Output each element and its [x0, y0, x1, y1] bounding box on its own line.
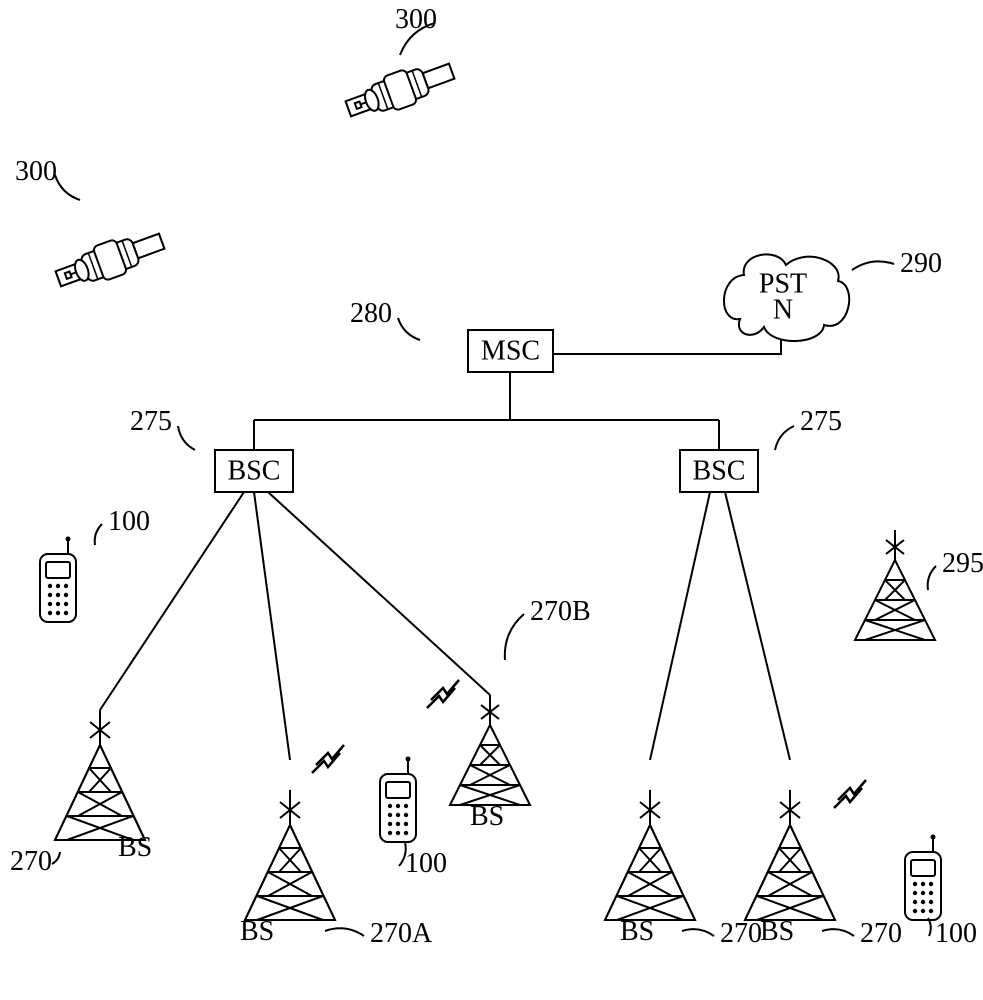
tower-icon — [605, 790, 695, 920]
phone-icon — [380, 757, 416, 843]
phone-icon — [905, 835, 941, 921]
svg-text:300: 300 — [395, 4, 437, 35]
satellite-icon — [342, 54, 458, 125]
labels: 300300PSTN290MSC280BSC275BSC275BS270BS27… — [10, 4, 983, 949]
svg-text:275: 275 — [130, 406, 172, 437]
radio-link-icon — [427, 680, 459, 708]
satellite-icon — [52, 224, 168, 295]
tower-icon — [855, 530, 935, 640]
radio-link-icon — [834, 780, 866, 808]
bs-label: BS — [470, 801, 504, 832]
svg-text:290: 290 — [900, 248, 942, 279]
svg-text:100: 100 — [108, 506, 150, 537]
nodes — [40, 54, 941, 920]
svg-text:100: 100 — [405, 848, 447, 879]
svg-text:270: 270 — [10, 846, 52, 877]
msc-label: MSC — [481, 335, 540, 366]
tower-icon — [745, 790, 835, 920]
svg-text:100: 100 — [935, 918, 977, 949]
svg-text:270A: 270A — [370, 918, 433, 949]
bs-label: BS — [620, 916, 654, 947]
svg-text:270B: 270B — [530, 596, 591, 627]
svg-text:280: 280 — [350, 298, 392, 329]
svg-text:300: 300 — [15, 156, 57, 187]
tower-icon — [450, 695, 530, 805]
network-diagram: 300300PSTN290MSC280BSC275BSC275BS270BS27… — [0, 0, 983, 1000]
bs-label: BS — [118, 832, 152, 863]
bsc-label: BSC — [228, 455, 281, 486]
tower-icon — [55, 710, 145, 840]
svg-text:275: 275 — [800, 406, 842, 437]
svg-text:270: 270 — [720, 918, 762, 949]
bs-label: BS — [240, 916, 274, 947]
tower-icon — [245, 790, 335, 920]
phone-icon — [40, 537, 76, 623]
svg-text:295: 295 — [942, 548, 983, 579]
bsc-label: BSC — [693, 455, 746, 486]
bs-label: BS — [760, 916, 794, 947]
pstn-label: N — [773, 294, 793, 325]
svg-text:270: 270 — [860, 918, 902, 949]
radio-link-icon — [312, 745, 344, 773]
